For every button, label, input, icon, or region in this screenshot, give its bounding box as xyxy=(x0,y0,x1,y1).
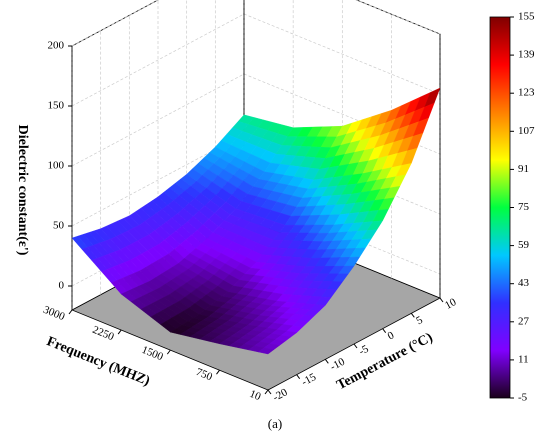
y-tick-label: 10 xyxy=(443,296,459,312)
x-tick xyxy=(117,329,122,335)
colorbar-tick-label: -5 xyxy=(518,392,528,404)
x-tick xyxy=(166,349,171,355)
colorbar-tick-label: 43 xyxy=(518,277,530,289)
colorbar-tick-label: 155 xyxy=(518,11,535,23)
y-tick xyxy=(439,297,444,303)
z-tick-label: 150 xyxy=(48,100,65,112)
x-tick-label: 3000 xyxy=(42,304,67,324)
y-tick-label: -15 xyxy=(300,371,319,389)
y-tick-label: 0 xyxy=(386,329,397,342)
z-tick-label: 200 xyxy=(48,40,65,52)
colorbar-tick-label: 123 xyxy=(518,87,535,99)
surface-patch xyxy=(257,347,275,355)
y-tick-label: -10 xyxy=(328,356,347,374)
y-tick xyxy=(410,313,415,318)
caption: (a) xyxy=(268,416,282,431)
colorbar xyxy=(489,16,511,399)
colorbar-tick-label: 139 xyxy=(518,49,535,61)
x-tick xyxy=(68,309,73,315)
z-axis-title: Dielectric constant(ε') xyxy=(15,125,30,256)
y-tick-label: -20 xyxy=(271,386,290,404)
z-tick-label: 50 xyxy=(53,220,65,232)
grid-line xyxy=(71,0,441,47)
z-tick-label: 100 xyxy=(48,160,65,172)
colorbar-tick-label: 11 xyxy=(518,353,529,365)
x-tick-label: 10 xyxy=(248,388,263,403)
x-axis-title: Frequency (MHZ) xyxy=(44,334,152,389)
colorbar-tick-label: 75 xyxy=(518,201,530,213)
y-tick xyxy=(353,343,358,349)
x-tick xyxy=(216,369,220,375)
z-tick-label: 0 xyxy=(59,280,65,292)
y-tick xyxy=(324,359,329,364)
y-tick-label: -5 xyxy=(357,343,371,358)
x-tick xyxy=(264,389,269,395)
colorbar-tick-label: 59 xyxy=(518,239,530,251)
colorbar-tick-label: 91 xyxy=(518,163,529,175)
colorbar-tick-label: 27 xyxy=(518,315,530,327)
y-tick xyxy=(267,389,272,395)
y-tick xyxy=(382,328,387,333)
x-tick-label: 750 xyxy=(194,366,214,383)
y-tick-label: 5 xyxy=(414,314,425,327)
colorbar-tick-label: 107 xyxy=(518,125,535,137)
y-tick xyxy=(296,374,301,379)
